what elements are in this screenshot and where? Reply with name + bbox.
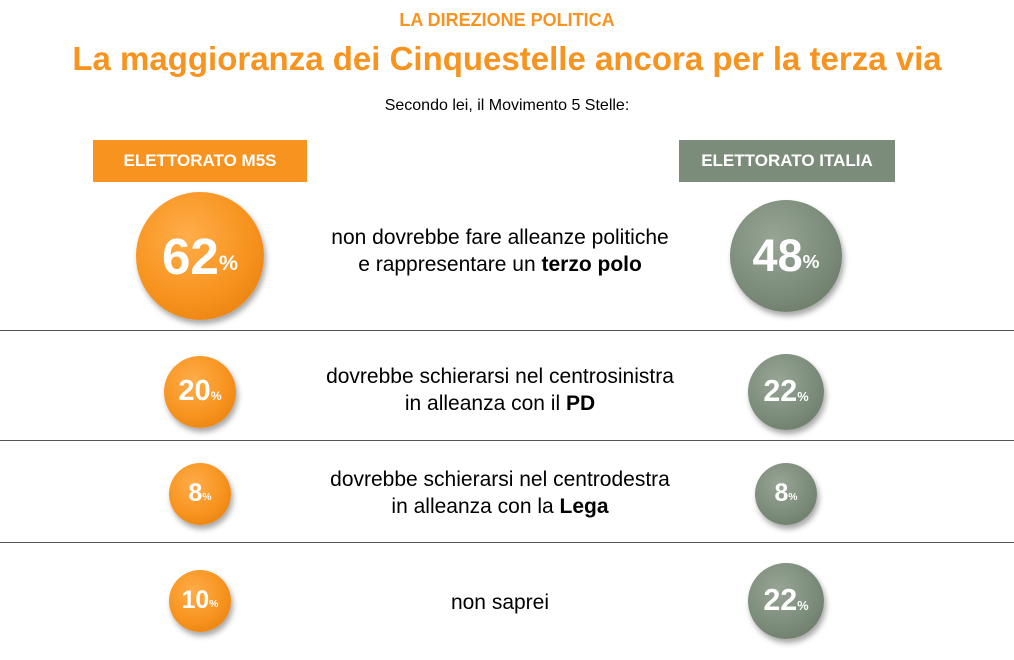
- percent-sign: %: [802, 251, 820, 273]
- value-label: 20: [178, 375, 211, 408]
- percent-sign: %: [218, 251, 239, 276]
- value-bubble-m5s: 8%: [169, 463, 231, 525]
- value-bubble-m5s: 62%: [136, 192, 264, 320]
- percent-sign: %: [209, 599, 219, 611]
- percent-sign: %: [210, 389, 222, 404]
- kicker: LA DIREZIONE POLITICA: [399, 10, 615, 30]
- column-header-italia: ELETTORATO ITALIA: [679, 140, 895, 182]
- value-label: 10: [181, 587, 210, 614]
- percent-sign: %: [797, 597, 809, 613]
- row-label-bold: PD: [565, 392, 596, 415]
- row-label-line2-text: in alleanza con la: [391, 495, 560, 518]
- row-separator: [0, 542, 1014, 543]
- row-label-line2: in alleanza con la Lega: [280, 493, 720, 520]
- value-label: 22: [763, 374, 798, 409]
- question-text: Secondo lei, il Movimento 5 Stelle:: [384, 97, 630, 114]
- row-separator: [0, 330, 1014, 331]
- row-label-line2: e rappresentare un terzo polo: [280, 251, 720, 278]
- value-bubble-m5s: 20%: [163, 355, 237, 429]
- value-bubble-italia: 22%: [747, 353, 825, 431]
- row-label-line1: dovrebbe schierarsi nel centrodestra: [330, 468, 670, 491]
- value-bubble-italia: 22%: [747, 562, 825, 640]
- row-label-2: dovrebbe schierarsi nel centrosinistra i…: [280, 363, 720, 417]
- value-label: 22: [763, 583, 798, 618]
- column-header-m5s: ELETTORATO M5S: [93, 140, 307, 182]
- value-label: 8: [188, 480, 203, 507]
- row-label-3: dovrebbe schierarsi nel centrodestra in …: [280, 466, 720, 520]
- percent-sign: %: [202, 492, 212, 504]
- row-label-bold: Lega: [559, 495, 609, 518]
- row-label-bold: terzo polo: [541, 253, 642, 276]
- percent-sign: %: [797, 388, 809, 404]
- row-label-line1: dovrebbe schierarsi nel centrosinistra: [326, 365, 674, 388]
- value-label: 48: [752, 229, 803, 281]
- row-label-line2-text: e rappresentare un: [358, 253, 542, 276]
- row-separator: [0, 440, 1014, 441]
- value-bubble-italia: 48%: [729, 199, 843, 313]
- row-label-1: non dovrebbe fare alleanze politiche e r…: [280, 224, 720, 278]
- value-bubble-m5s: 10%: [169, 570, 231, 632]
- value-bubble-italia: 8%: [755, 463, 817, 525]
- page-title: La maggioranza dei Cinquestelle ancora p…: [72, 40, 942, 77]
- row-label-line2-text: in alleanza con il: [404, 392, 566, 415]
- row-label-line1: non dovrebbe fare alleanze politiche: [331, 226, 669, 249]
- value-label: 8: [774, 480, 789, 507]
- percent-sign: %: [788, 492, 798, 504]
- row-label-4: non saprei: [280, 589, 720, 616]
- value-label: 62: [161, 227, 219, 285]
- row-label-line1: non saprei: [450, 591, 550, 614]
- row-label-line2: in alleanza con il PD: [280, 390, 720, 417]
